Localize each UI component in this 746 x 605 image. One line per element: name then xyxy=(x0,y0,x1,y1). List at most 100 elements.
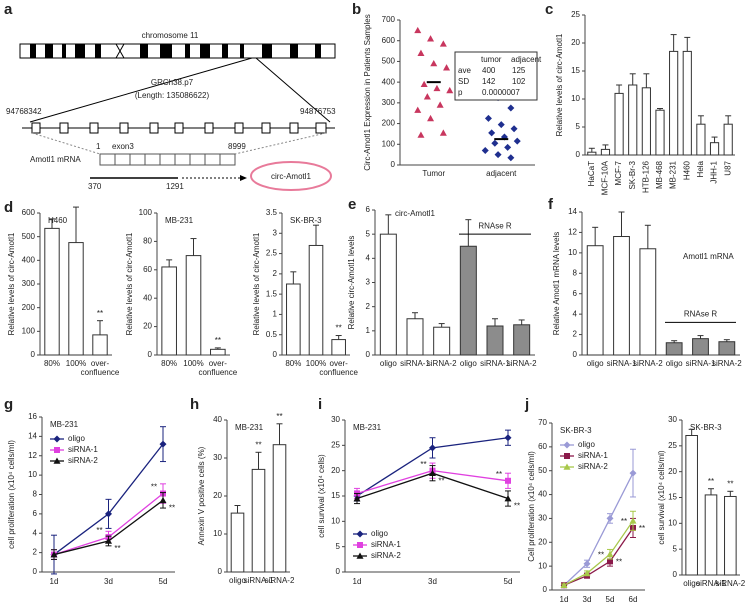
annotation: circ-Amotl1 xyxy=(395,209,436,218)
marker xyxy=(583,560,591,568)
y-tick-label: 0 xyxy=(33,567,38,576)
x-tick-label: 6d xyxy=(629,595,638,604)
subtitle: MB-231 xyxy=(165,216,194,225)
x-tick-label: HTB-126 xyxy=(641,160,650,193)
subtitle: SK-BR-3 xyxy=(690,423,722,432)
marker xyxy=(505,477,511,484)
marker xyxy=(430,60,438,67)
y-axis-title: cell survival (x10⁴ cells/ml) xyxy=(657,450,666,544)
marker xyxy=(417,131,425,138)
mrna-end: 8999 xyxy=(228,142,246,151)
x-tick-label: U87 xyxy=(723,160,732,175)
marker xyxy=(629,517,637,524)
y-tick-label: 3.5 xyxy=(266,208,278,217)
x-tick-label: 100% xyxy=(306,359,326,368)
marker xyxy=(504,495,512,502)
x-tick-label: 5d xyxy=(606,595,615,604)
x-tick-label: MCF-10A xyxy=(601,160,610,195)
significance: ** xyxy=(514,502,520,511)
significance: ** xyxy=(727,479,733,488)
bar xyxy=(272,444,287,573)
y-tick-label: 100 xyxy=(22,326,36,335)
marker xyxy=(491,139,499,147)
y-tick-label: 16 xyxy=(28,412,37,421)
y-tick-label: 10 xyxy=(28,470,37,479)
panel-label: h xyxy=(190,396,199,413)
significance: ** xyxy=(621,517,627,526)
y-tick-label: 40 xyxy=(143,293,152,302)
x-tick-label: 80% xyxy=(161,359,177,368)
significance: ** xyxy=(97,309,103,318)
marker xyxy=(417,49,425,56)
x-tick-label: oligo xyxy=(380,359,397,368)
x-tick-label: siRNA-1 xyxy=(686,359,716,368)
y-tick-label: 5 xyxy=(336,542,341,551)
x-tick-label: adjacent xyxy=(486,169,517,178)
marker xyxy=(507,154,515,162)
legend-marker xyxy=(53,435,61,443)
x-tick-label: siRNA-2 xyxy=(265,576,295,585)
panel-label: c xyxy=(545,1,553,18)
marker xyxy=(439,129,447,136)
subtitle: MB-231 xyxy=(50,420,79,429)
y-tick-label: 8 xyxy=(33,490,38,499)
y-tick-label: 300 xyxy=(382,98,396,107)
x-tick-label: 3d xyxy=(583,595,592,604)
subtitle: MB-231 xyxy=(235,423,264,432)
bar xyxy=(723,123,733,156)
marker xyxy=(446,86,454,94)
y-tick-label: 6 xyxy=(33,509,38,518)
y-tick-label: 200 xyxy=(22,303,36,312)
legend-marker xyxy=(356,530,364,538)
significance: ** xyxy=(639,524,645,533)
start-coordinate: 94768342 xyxy=(6,107,42,116)
bar xyxy=(286,283,301,356)
y-tick-label: 3 xyxy=(273,228,278,237)
y-tick-label: 15 xyxy=(668,493,677,502)
panel-label: f xyxy=(548,196,554,213)
end-coordinate: 94876753 xyxy=(300,107,336,116)
y-tick-label: 0 xyxy=(543,585,548,594)
y-tick-label: 50 xyxy=(538,466,547,475)
bar xyxy=(613,236,630,356)
legend-label: siRNA-2 xyxy=(371,551,401,560)
x-tick-label: siRNA-1 xyxy=(244,576,274,585)
group-label: RNAse R xyxy=(684,309,718,318)
marker xyxy=(433,84,441,92)
x-tick-label: siRNA-2 xyxy=(507,359,537,368)
chromosome-bands xyxy=(30,44,321,58)
y-tick-label: 20 xyxy=(668,467,677,476)
subtitle: H460 xyxy=(48,216,68,225)
y-tick-label: 0 xyxy=(148,350,153,359)
x-tick-label: 1d xyxy=(50,577,59,586)
series-line xyxy=(563,527,634,586)
y-axis-title: Relative circ-Amotl1 levels xyxy=(347,236,356,330)
y-axis-title: cell proliferation (x10⁴ cells/ml) xyxy=(7,440,16,549)
significance: ** xyxy=(336,324,342,333)
y-tick-label: 0 xyxy=(218,567,223,576)
series-line xyxy=(563,472,634,586)
y-tick-label: 30 xyxy=(668,415,677,424)
mrna-label: Amotl1 mRNA xyxy=(30,155,81,164)
y-tick-label: 200 xyxy=(382,119,396,128)
marker xyxy=(105,510,112,518)
y-tick-label: 6 xyxy=(573,289,578,298)
bar xyxy=(639,248,657,356)
x-tick-label: over-confluence xyxy=(81,359,120,377)
legend-label: oligo xyxy=(578,440,595,449)
y-tick-label: 30 xyxy=(331,415,340,424)
annotation: Amotl1 mRNA xyxy=(683,252,734,261)
y-tick-label: 1 xyxy=(366,326,371,335)
y-tick-label: 15 xyxy=(571,66,580,75)
legend-marker xyxy=(356,552,364,559)
x-tick-label: oligo xyxy=(666,359,683,368)
table-header: tumor xyxy=(481,55,502,64)
table-cell: 125 xyxy=(512,66,526,75)
y-tick-label: 500 xyxy=(382,57,396,66)
y-tick-label: 2 xyxy=(573,330,578,339)
marker xyxy=(607,558,613,565)
legend-label: siRNA-2 xyxy=(578,462,608,471)
bar xyxy=(161,266,177,356)
table-cell: 0.0000007 xyxy=(482,88,520,97)
